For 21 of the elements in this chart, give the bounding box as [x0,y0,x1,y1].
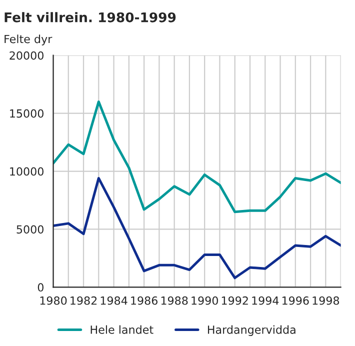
y-tick-label: 5000 [16,225,44,234]
x-tick-label: 1990 [192,296,218,305]
x-tick-label: 1992 [222,296,248,305]
x-tick-label: 1984 [100,296,128,305]
legend-label: Hardangervidda [208,325,296,336]
y-tick-label: 10000 [10,167,44,176]
x-tick-label: 1994 [252,296,279,305]
y-tick-label: 15000 [10,109,44,118]
x-tick-label: 1998 [312,296,340,305]
y-tick-label: 0 [38,283,44,292]
chart-title: Felt villrein. 1980-1999 [4,12,176,22]
x-tick-label: 1980 [40,296,67,305]
line-series [53,176,341,280]
legend-label: Hele landet [90,325,154,334]
x-tick-label: 1996 [282,296,309,305]
y-tick-label: 20000 [10,51,44,60]
x-tick-label: 1982 [70,296,97,305]
x-tick-label: 1986 [131,296,158,305]
line-series [53,100,341,214]
x-tick-label: 1988 [161,296,188,305]
y-axis-title: Felte dyr [4,34,52,46]
